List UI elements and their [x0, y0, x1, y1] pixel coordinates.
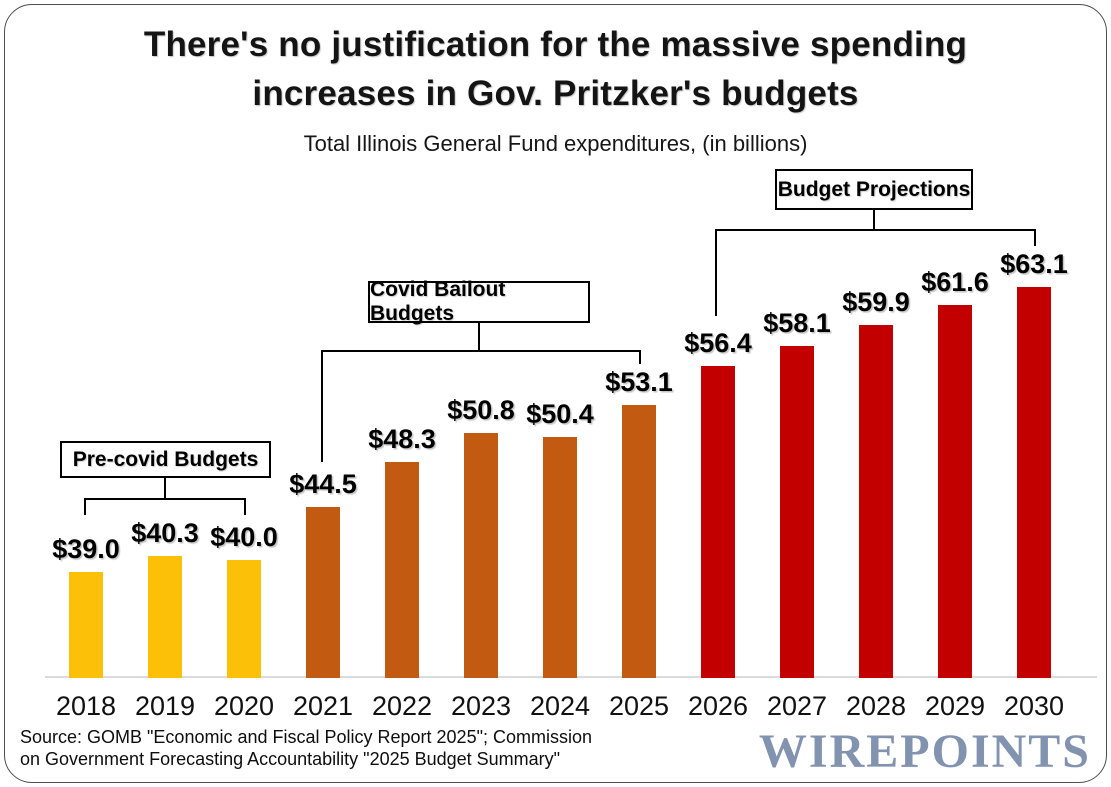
bar-value-label-2020: $40.0 — [210, 522, 278, 552]
callout-pre-covid-label: Pre-covid Budgets — [72, 447, 259, 471]
bar-2028 — [859, 325, 893, 678]
bar-value-label-2029: $61.6 — [921, 267, 989, 297]
x-tick-label-2022: 2022 — [371, 691, 433, 721]
bracket-budget-projections-segment-1 — [715, 229, 1036, 231]
bar-value-label-2025: $53.1 — [605, 367, 673, 397]
bar-value-label-2026: $56.4 — [684, 328, 752, 358]
chart-title-line2: increases in Gov. Pritzker's budgets — [252, 74, 859, 113]
bar-2023 — [464, 433, 498, 678]
x-tick-label-2020: 2020 — [213, 691, 275, 721]
callout-covid-bailout-budgets: Covid Bailout Budgets — [368, 278, 590, 325]
source-note: Source: GOMB "Economic and Fiscal Policy… — [20, 727, 592, 770]
bracket-budget-projections-segment-2 — [715, 229, 717, 316]
x-tick-label-2025: 2025 — [608, 691, 670, 721]
callout-covid-bailout-label: Covid Bailout Budgets — [370, 278, 506, 325]
x-tick-label-2028: 2028 — [845, 691, 907, 721]
bar-2026 — [701, 366, 735, 678]
bar-2025 — [622, 405, 656, 678]
callout-budget-projections-label: Budget Projections — [777, 177, 971, 201]
x-tick-label-2021: 2021 — [292, 691, 354, 721]
chart-subtitle: Total Illinois General Fund expenditures… — [303, 131, 808, 156]
bracket-covid-bailout-segment-0 — [478, 323, 480, 352]
bar-2019 — [148, 556, 182, 678]
x-tick-label-2027: 2027 — [766, 691, 828, 721]
wirepoints-logo: WIREPOINTS — [758, 725, 1091, 778]
bar-value-label-2023: $50.8 — [447, 395, 515, 425]
bar-value-label-2028: $59.9 — [842, 287, 910, 317]
chart-title-line1: There's no justification for the massive… — [143, 25, 968, 64]
bracket-covid-bailout-segment-3 — [639, 350, 641, 364]
bar-value-label-2027: $58.1 — [763, 308, 831, 338]
bracket-pre-covid-segment-1 — [84, 498, 246, 500]
bracket-covid-bailout-segment-1 — [321, 350, 641, 352]
chart-title: There's no justification for the massive… — [0, 20, 1111, 118]
x-tick-label-2026: 2026 — [687, 691, 749, 721]
bar-2030 — [1017, 287, 1051, 678]
bracket-budget-projections-segment-3 — [1034, 229, 1036, 246]
bracket-pre-covid-segment-2 — [84, 498, 86, 515]
bracket-pre-covid-segment-3 — [244, 498, 246, 515]
bar-2022 — [385, 462, 419, 678]
bar-value-label-2021: $44.5 — [289, 469, 357, 499]
x-tick-label-2024: 2024 — [529, 691, 591, 721]
x-tick-label-2018: 2018 — [55, 691, 117, 721]
bar-2024 — [543, 437, 577, 678]
callout-pre-covid-budgets: Pre-covid Budgets — [60, 441, 271, 478]
bar-2018 — [69, 572, 103, 678]
x-tick-label-2030: 2030 — [1003, 691, 1065, 721]
bar-2021 — [306, 507, 340, 678]
bracket-pre-covid-segment-0 — [164, 477, 166, 500]
bracket-budget-projections-segment-0 — [873, 208, 875, 231]
bracket-covid-bailout-segment-2 — [321, 350, 323, 462]
x-tick-label-2019: 2019 — [134, 691, 196, 721]
bar-2020 — [227, 560, 261, 678]
bar-value-label-2030: $63.1 — [1000, 249, 1068, 279]
bar-value-label-2024: $50.4 — [526, 399, 594, 429]
x-tick-label-2029: 2029 — [924, 691, 986, 721]
bar-value-label-2019: $40.3 — [131, 518, 199, 548]
callout-budget-projections: Budget Projections — [775, 169, 973, 210]
source-note-line1: Source: GOMB "Economic and Fiscal Policy… — [20, 727, 592, 747]
source-note-line2: on Government Forecasting Accountability… — [20, 748, 561, 769]
bar-2027 — [780, 346, 814, 678]
bar-2029 — [938, 305, 972, 678]
bar-value-label-2022: $48.3 — [368, 424, 436, 454]
x-tick-label-2023: 2023 — [450, 691, 512, 721]
bar-value-label-2018: $39.0 — [52, 534, 120, 564]
